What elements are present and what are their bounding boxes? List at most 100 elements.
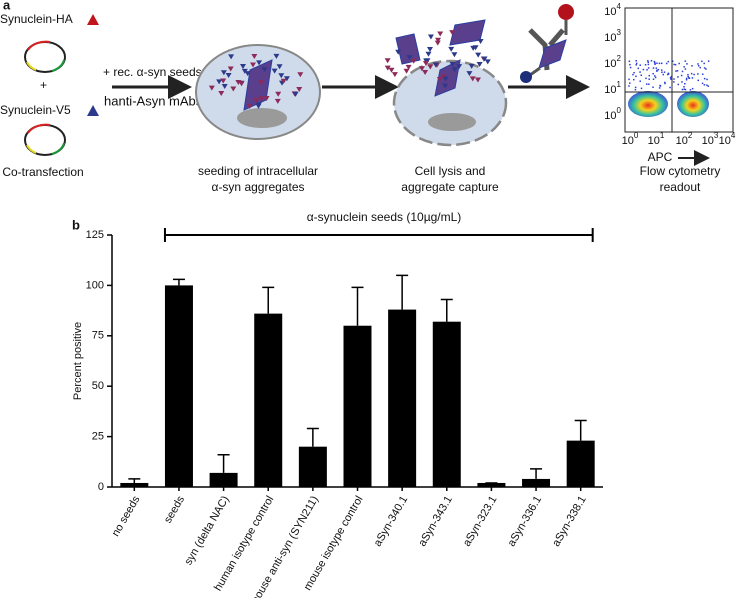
- triangle: [427, 64, 434, 70]
- dot: [652, 78, 655, 80]
- x-tick-label: aSyn-343.1: [416, 494, 455, 549]
- dot: [684, 60, 687, 62]
- dot: [689, 89, 692, 91]
- plus: +: [40, 78, 47, 92]
- tick-exp: 0: [634, 131, 639, 140]
- dot: [659, 85, 662, 87]
- dot: [654, 76, 657, 79]
- dot: [647, 67, 650, 69]
- y-axis-label: Percent positive: [72, 322, 84, 400]
- triangle: [435, 37, 442, 43]
- dot: [628, 85, 630, 87]
- panel-label: b: [72, 217, 80, 232]
- bar: [120, 482, 149, 487]
- triangle: [422, 61, 429, 67]
- tick-base: 10: [702, 135, 714, 147]
- dot: [674, 63, 677, 66]
- bar: [254, 313, 283, 487]
- error-bar: [306, 427, 319, 447]
- tick-base: 10: [719, 135, 731, 147]
- dot: [688, 77, 691, 79]
- dot: [634, 88, 637, 91]
- triangle: [442, 83, 449, 89]
- dot: [701, 73, 704, 75]
- dot: [699, 66, 701, 69]
- dot: [650, 60, 653, 62]
- step-label: α-syn aggregates: [212, 180, 305, 194]
- bar: [477, 482, 506, 487]
- dot: [701, 60, 703, 63]
- tick-base: 10: [604, 110, 616, 122]
- dot: [684, 82, 686, 85]
- tick-exp: 3: [714, 131, 719, 140]
- triangle: [476, 61, 483, 67]
- dot: [690, 72, 693, 75]
- dot: [669, 86, 671, 89]
- triangle-icon: [87, 105, 99, 116]
- triangle: [427, 34, 434, 40]
- triangle: [484, 59, 491, 65]
- y-tick-label: 100: [86, 279, 104, 291]
- dot: [681, 81, 683, 83]
- dot: [681, 70, 684, 73]
- dot: [655, 67, 658, 69]
- dot: [656, 69, 658, 72]
- dot: [628, 78, 630, 81]
- triangle: [456, 64, 463, 70]
- triangle: [481, 56, 488, 62]
- tick-base: 10: [604, 84, 616, 96]
- triangle: [218, 90, 225, 96]
- dot: [701, 82, 704, 85]
- step-label: seeding of intracellular: [198, 164, 318, 178]
- dot: [703, 77, 706, 80]
- dot: [656, 62, 658, 64]
- dot: [648, 83, 650, 85]
- dot: [628, 60, 631, 63]
- flow-tick-label: 104: [604, 2, 621, 18]
- triangle: [256, 60, 263, 66]
- dot: [658, 62, 661, 65]
- dot: [667, 60, 670, 63]
- dot: [635, 60, 637, 62]
- dot: [644, 64, 647, 66]
- dot: [656, 70, 658, 72]
- tick-exp: 2: [617, 54, 622, 63]
- dot: [677, 83, 680, 86]
- triangle: [280, 78, 287, 84]
- flow-tick-label: 102: [604, 54, 621, 70]
- dot: [705, 68, 707, 70]
- triangle: [283, 76, 290, 82]
- x-tick-label: no seeds: [110, 494, 143, 539]
- tick-exp: 3: [617, 28, 622, 37]
- dot: [635, 64, 638, 66]
- tick-base: 10: [648, 135, 660, 147]
- dot: [664, 82, 666, 85]
- dot: [671, 60, 674, 63]
- tick-exp: 2: [688, 131, 693, 140]
- error-bar: [574, 419, 587, 441]
- dot: [629, 82, 631, 84]
- triangle: [442, 76, 449, 82]
- dot: [640, 74, 643, 76]
- triangle: [253, 97, 260, 103]
- triangle: [425, 51, 432, 57]
- triangle: [263, 96, 270, 102]
- triangle: [246, 104, 253, 110]
- bar: [522, 478, 551, 487]
- triangle: [258, 96, 265, 102]
- dot: [670, 78, 672, 80]
- dot: [639, 64, 642, 66]
- dot: [654, 63, 656, 65]
- dot: [632, 73, 634, 76]
- annotation: α-synuclein seeds (10µg/mL): [307, 210, 462, 224]
- triangle: [221, 84, 228, 90]
- triangle: [426, 46, 433, 52]
- y-tick-label: 25: [92, 431, 104, 443]
- bar: [209, 472, 238, 487]
- dot: [707, 85, 710, 87]
- triangle: [451, 52, 458, 58]
- dot: [684, 68, 687, 70]
- triangle: [241, 68, 248, 74]
- dot: [678, 62, 680, 65]
- triangle: [244, 71, 251, 77]
